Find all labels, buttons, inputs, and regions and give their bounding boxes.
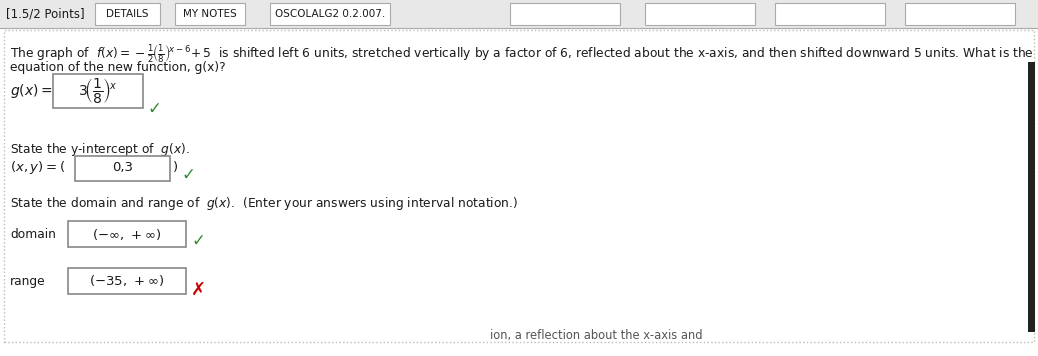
Text: MY NOTES: MY NOTES — [183, 9, 237, 19]
Bar — [95, 3, 160, 25]
Bar — [75, 156, 170, 181]
Bar — [510, 3, 620, 25]
Text: [1.5/2 Points]: [1.5/2 Points] — [6, 7, 85, 21]
Text: equation of the new function, g(x)?: equation of the new function, g(x)? — [10, 62, 225, 74]
Bar — [775, 3, 885, 25]
Text: DETAILS: DETAILS — [106, 9, 148, 19]
Bar — [69, 221, 186, 247]
Bar — [69, 268, 186, 294]
Bar — [270, 3, 390, 25]
Text: ✓: ✓ — [191, 232, 204, 250]
Text: ✗: ✗ — [191, 281, 207, 299]
Bar — [175, 3, 245, 25]
Bar — [905, 3, 1015, 25]
Text: ✓: ✓ — [182, 166, 196, 184]
Text: State the y-intercept of  $g(x)$.: State the y-intercept of $g(x)$. — [10, 141, 190, 157]
Text: ion, a reflection about the x-axis and: ion, a reflection about the x-axis and — [490, 330, 703, 342]
Bar — [53, 74, 143, 108]
Text: The graph of  $f(x) = -\frac{1}{2}\!\left(\frac{1}{8}\right)^{\!x-6}\! + 5$  is : The graph of $f(x) = -\frac{1}{2}\!\left… — [10, 42, 1034, 64]
Bar — [1028, 62, 1035, 332]
Text: ): ) — [173, 162, 179, 174]
Text: $3\!\left(\dfrac{1}{8}\right)^{\!x}$: $3\!\left(\dfrac{1}{8}\right)^{\!x}$ — [79, 77, 117, 105]
Text: ✓: ✓ — [148, 100, 162, 118]
Bar — [645, 3, 755, 25]
Text: $(-\infty,\,+\infty)$: $(-\infty,\,+\infty)$ — [92, 226, 162, 241]
Bar — [4, 30, 1034, 342]
Text: 0,3: 0,3 — [112, 162, 133, 174]
Text: $(-35,\,+\infty)$: $(-35,\,+\infty)$ — [89, 273, 165, 288]
Text: domain: domain — [10, 227, 56, 241]
Text: range: range — [10, 274, 46, 288]
Text: $(x, y) = ($: $(x, y) = ($ — [10, 159, 65, 177]
Text: $g(x) =$: $g(x) =$ — [10, 82, 53, 100]
Text: OSCOLALG2 0.2.007.: OSCOLALG2 0.2.007. — [275, 9, 385, 19]
Text: State the domain and range of  $g(x)$.  (Enter your answers using interval notat: State the domain and range of $g(x)$. (E… — [10, 195, 518, 213]
Bar — [0, 0, 1038, 28]
